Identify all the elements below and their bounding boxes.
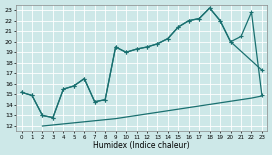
X-axis label: Humidex (Indice chaleur): Humidex (Indice chaleur) — [93, 141, 190, 150]
